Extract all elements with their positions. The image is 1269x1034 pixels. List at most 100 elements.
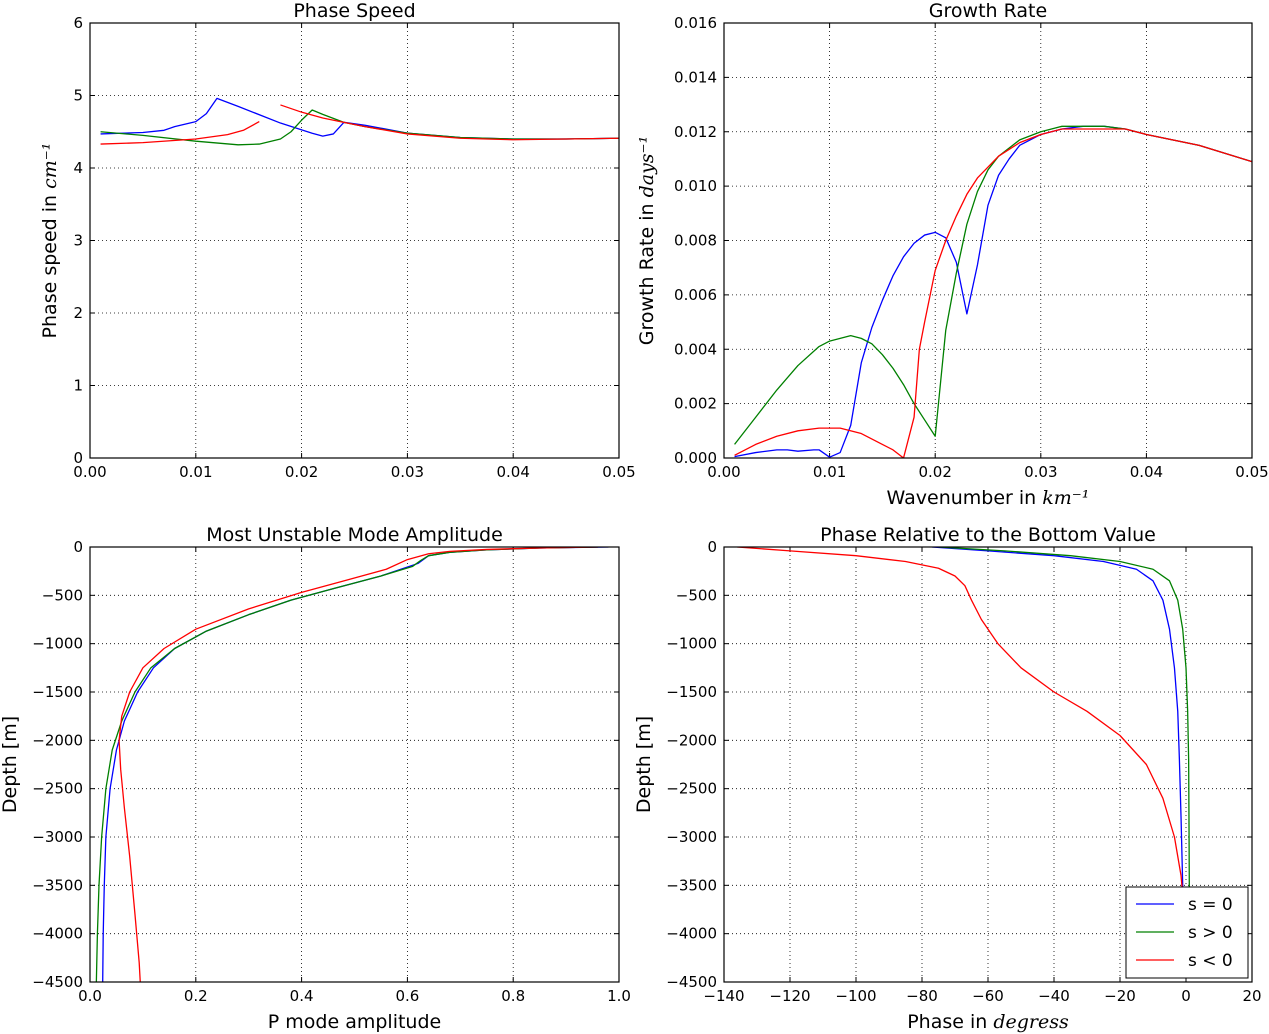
y-tick-label: 0	[73, 449, 83, 467]
x-tick-label: −60	[972, 987, 1004, 1005]
x-tick-label: −140	[703, 987, 744, 1005]
plot-frame	[89, 546, 620, 983]
y-tick-label: 0.006	[674, 286, 717, 304]
x-tick-label: 0.03	[391, 463, 424, 481]
series-line-sPos	[95, 547, 598, 982]
plot-frame	[723, 546, 1253, 983]
y-tick-label: 0.008	[674, 232, 717, 250]
y-tick-label: −2500	[666, 780, 717, 798]
y-tick-label: 3	[73, 232, 83, 250]
chart-title: Most Unstable Mode Amplitude	[206, 524, 503, 546]
x-tick-label: 0.8	[501, 987, 525, 1005]
y-tick-label: 0.016	[674, 14, 717, 32]
x-tick-label: 0.02	[285, 463, 318, 481]
y-tick-label: −1500	[32, 683, 83, 701]
x-tick-label: 0.05	[1235, 463, 1268, 481]
y-tick-label: −4500	[666, 973, 717, 991]
x-tick-label: 0.05	[602, 463, 635, 481]
x-tick-label: −80	[906, 987, 938, 1005]
y-tick-label: 5	[73, 87, 83, 105]
x-tick-label: 20	[1242, 987, 1261, 1005]
x-tick-label: 0.00	[73, 463, 106, 481]
series-line-s0	[100, 97, 619, 140]
legend-label: s = 0	[1188, 895, 1233, 915]
y-tick-label: −3000	[666, 828, 717, 846]
y-tick-label: −4000	[666, 925, 717, 943]
x-tick-label: 0.6	[395, 987, 419, 1005]
x-tick-label: 0.03	[1024, 463, 1057, 481]
x-axis-label: P mode amplitude	[268, 1011, 441, 1033]
chart-title: Growth Rate	[929, 0, 1047, 22]
x-tick-label: 1.0	[607, 987, 631, 1005]
x-tick-label: 0.04	[1130, 463, 1163, 481]
y-tick-label: 6	[73, 14, 83, 32]
y-tick-label: 0	[707, 538, 717, 556]
x-tick-label: −40	[1038, 987, 1070, 1005]
plot-frame	[89, 22, 620, 459]
y-tick-label: 0.000	[674, 449, 717, 467]
x-tick-label: 0.04	[496, 463, 529, 481]
chart-phase-speed: 0.00 0.01 0.02 0.03 0.04 0.05 0 1 2 3 4 5 6 Phase Spe…	[39, 0, 636, 481]
y-tick-label: −1000	[666, 635, 717, 653]
y-tick-label: −500	[42, 586, 83, 604]
chart-relative-phase: −140 −120 −100 −80 −60 −40 −20 0 20 0 −500 −1000 −15…	[633, 524, 1262, 1033]
series-line-sNeg	[118, 547, 598, 982]
x-tick-label: −100	[835, 987, 876, 1005]
y-tick-label: −3500	[32, 876, 83, 894]
x-tick-label: −120	[769, 987, 810, 1005]
y-tick-label: 0.012	[674, 123, 717, 141]
y-tick-label: 4	[73, 159, 83, 177]
chart-title: Phase Speed	[293, 0, 415, 22]
x-tick-label: 0	[1181, 987, 1191, 1005]
x-tick-label: 0.0	[78, 987, 102, 1005]
y-axis-label: Depth [m]	[0, 716, 21, 813]
y-axis-label: Growth Rate in days⁻¹	[636, 136, 658, 345]
x-tick-label: 0.01	[813, 463, 846, 481]
y-tick-label: −3500	[666, 876, 717, 894]
y-tick-label: 0.010	[674, 177, 717, 195]
x-tick-label: 0.00	[707, 463, 740, 481]
y-tick-label: −2500	[32, 780, 83, 798]
legend-label: s > 0	[1188, 923, 1233, 943]
y-tick-label: 0.014	[674, 68, 717, 86]
y-tick-label: 0.002	[674, 395, 717, 413]
y-tick-label: 0.004	[674, 340, 717, 358]
x-tick-label: 0.01	[179, 463, 212, 481]
x-axis-label: Phase in degress	[907, 1011, 1069, 1033]
series-line-s0	[102, 547, 609, 982]
y-tick-label: −1000	[32, 635, 83, 653]
legend: s = 0 s > 0 s < 0	[1125, 886, 1249, 979]
series-line-sPos	[734, 125, 1252, 445]
series-line-sNeg	[734, 128, 1252, 458]
series-line-sPos	[938, 547, 1190, 934]
chart-title: Phase Relative to the Bottom Value	[820, 524, 1156, 546]
legend-label: s < 0	[1188, 951, 1233, 971]
y-tick-label: −1500	[666, 683, 717, 701]
y-axis-label: Depth [m]	[633, 716, 655, 813]
y-tick-label: −4500	[32, 973, 83, 991]
x-axis-label: Wavenumber in km⁻¹	[887, 487, 1090, 509]
x-tick-label: 0.4	[290, 987, 314, 1005]
plot-frame	[723, 22, 1253, 459]
y-tick-label: 0	[73, 538, 83, 556]
chart-growth-rate: 0.00 0.01 0.02 0.03 0.04 0.05 0.000 0.002 0.004 0…	[636, 0, 1269, 509]
series-line-sNeg	[737, 547, 1184, 896]
series-line-s0	[931, 547, 1185, 934]
y-tick-label: −4000	[32, 925, 83, 943]
series-line-sNeg	[100, 121, 260, 145]
y-tick-label: −2000	[666, 731, 717, 749]
series-line-s0	[734, 125, 1252, 458]
series-line-sNeg	[280, 104, 619, 141]
x-tick-label: −20	[1104, 987, 1136, 1005]
series-line-sPos	[100, 109, 619, 146]
y-tick-label: −3000	[32, 828, 83, 846]
y-axis-label: Phase speed in cm⁻¹	[39, 143, 61, 339]
y-tick-label: 1	[73, 377, 83, 395]
x-tick-label: 0.02	[918, 463, 951, 481]
y-tick-label: 2	[73, 304, 83, 322]
y-tick-label: −2000	[32, 731, 83, 749]
x-tick-label: 0.2	[184, 987, 208, 1005]
chart-mode-amplitude: 0.0 0.2 0.4 0.6 0.8 1.0 0 −500 −1000 −1500 −2000 −2…	[0, 524, 631, 1033]
y-tick-label: −500	[676, 586, 717, 604]
